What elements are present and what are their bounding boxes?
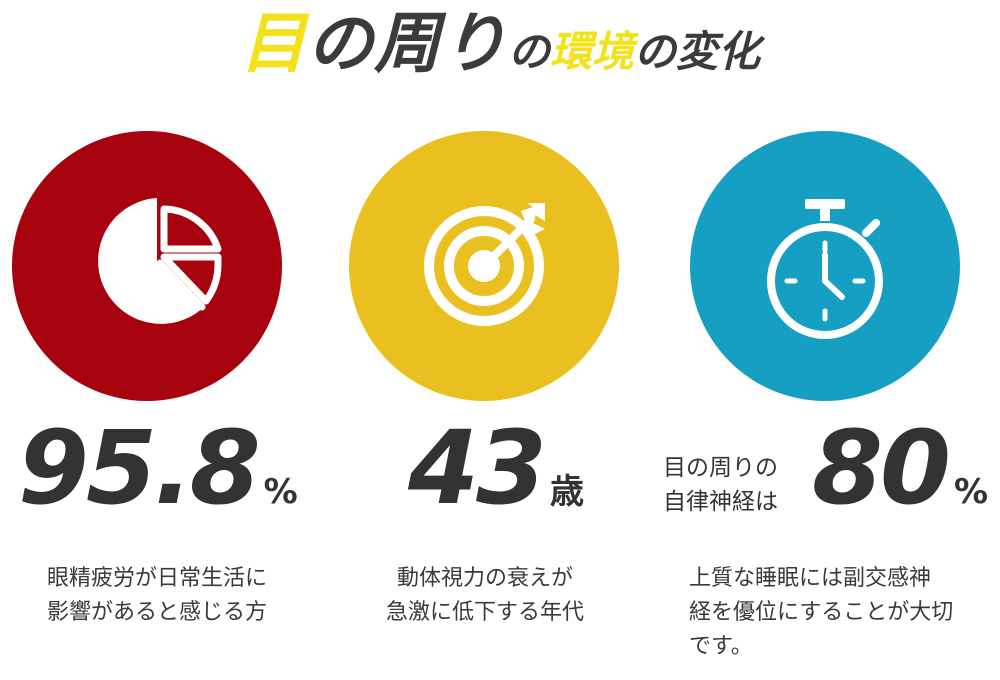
stat-number-3: 80 [812,409,951,528]
target-icon [424,203,545,326]
stat-description-1: 眼精疲労が日常生活に 影響があると感じる方 [12,562,302,630]
stat-circle-blue [690,131,960,401]
title-part-4: 環境 [549,27,634,76]
description-line: 影響があると感じる方 [46,600,267,625]
description-line: 上質な睡眠には副交感神 [689,566,932,591]
title-part-5: の変化 [634,27,761,76]
stat-prefix-3: 目の周りの 自律神経は [663,451,823,519]
stopwatch-icon [767,199,883,339]
stat-description-3: 上質な睡眠には副交感神 経を優位にすることが大切 です。 [689,562,979,664]
stat-prefix-line: 目の周りの [663,455,778,481]
title-part-3: の [507,27,550,76]
stat-prefix-line: 自律神経は [663,489,778,515]
page-title: 目の周りの環境の変化 [0,10,1000,76]
stat-value-1: 95.8% [18,418,298,520]
pie-chart-icon [98,198,222,324]
stat-value-3: 80% [812,418,988,520]
stat-circle-yellow [349,131,619,401]
stat-value-2: 43 歳 [408,418,584,520]
stat-unit-3: % [953,472,989,512]
description-line: 眼精疲労が日常生活に [46,566,267,591]
stat-unit-2: 歳 [549,472,584,512]
description-line: 動体視力の衰えが [396,566,573,591]
title-part-2: の周り [306,4,508,82]
description-line: 急激に低下する年代 [385,600,584,625]
description-line: です。 [689,634,753,659]
description-line: 経を優位にすることが大切 [689,600,954,625]
title-part-1: 目 [239,4,307,82]
stat-circle-red [12,131,282,401]
stat-number-1: 95.8 [18,409,261,528]
stat-unit-1: % [263,472,298,512]
stat-description-2: 動体視力の衰えが 急激に低下する年代 [350,562,620,630]
stat-number-2: 43 [408,409,547,528]
